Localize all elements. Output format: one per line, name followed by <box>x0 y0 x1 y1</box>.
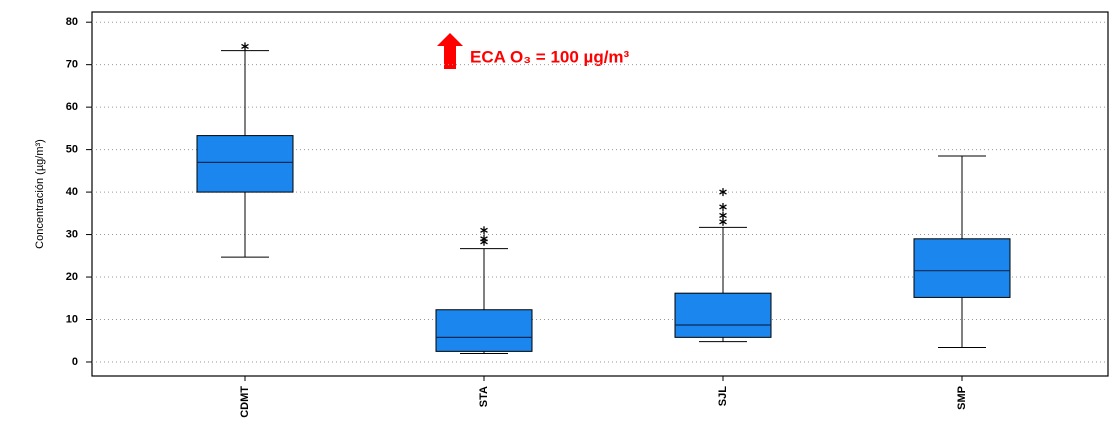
annotation-arrow <box>437 33 463 69</box>
x-tick-label: SMP <box>956 386 968 410</box>
x-tick-label: SJL <box>717 386 729 406</box>
outlier-stroke <box>719 204 727 210</box>
plot-frame <box>91 11 1109 377</box>
outlier-stroke <box>719 212 727 219</box>
x-tick-label: CDMT <box>239 386 251 418</box>
outlier <box>241 42 249 51</box>
outlier-stroke <box>480 227 488 233</box>
outlier <box>480 234 488 243</box>
y-tick-label: 40 <box>66 186 78 198</box>
outlier-stroke <box>241 43 249 49</box>
x-tick-label: STA <box>478 386 490 407</box>
outlier <box>719 188 727 197</box>
box <box>196 135 294 193</box>
y-tick-label: 10 <box>66 313 78 325</box>
y-axis-title: Concentración (µg/m³) <box>34 139 46 249</box>
box <box>913 238 1011 298</box>
box <box>435 309 533 352</box>
y-tick-label: 50 <box>66 144 78 156</box>
outlier <box>719 202 727 211</box>
annotation: ECA O₃ = 100 µg/m³ <box>470 47 630 66</box>
box <box>674 292 772 338</box>
y-tick-label: 70 <box>66 59 78 71</box>
outlier <box>480 226 488 235</box>
y-tick-label: 60 <box>66 101 78 113</box>
annotation-bg <box>425 28 755 74</box>
y-tick-label: 30 <box>66 228 78 240</box>
y-tick-label: 80 <box>66 16 78 28</box>
outlier <box>719 211 727 220</box>
outlier-stroke <box>719 219 727 225</box>
outlier-stroke <box>480 236 488 242</box>
y-tick-label: 20 <box>66 271 78 283</box>
y-tick-label: 0 <box>72 356 78 368</box>
outlier-stroke <box>719 189 727 195</box>
